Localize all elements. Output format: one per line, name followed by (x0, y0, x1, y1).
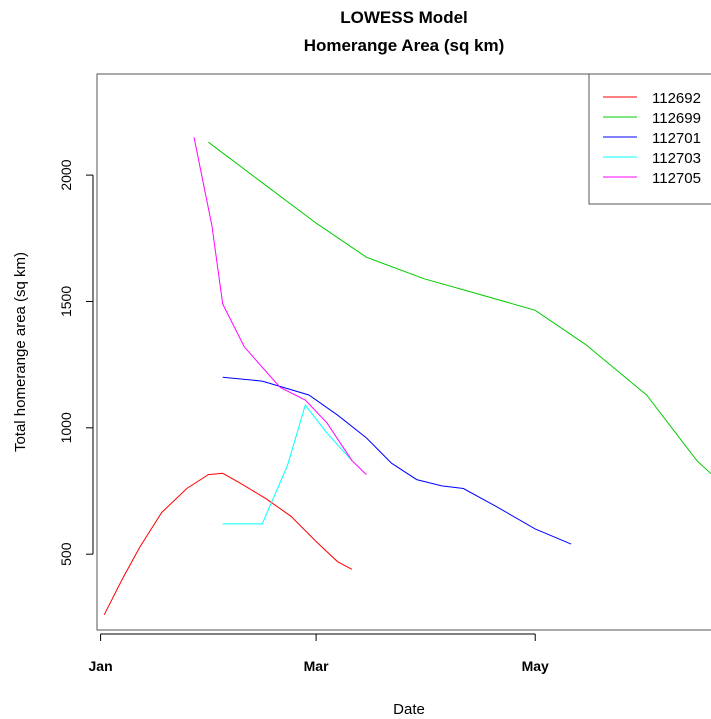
legend: 112692 112699 112701 112703 112705 (588, 73, 711, 205)
series-line-112705 (193, 137, 367, 475)
x-tick-label: May (522, 658, 549, 674)
x-axis: Jan Mar May (89, 633, 549, 674)
y-tick-label: 1000 (58, 412, 74, 443)
series-line-112699 (208, 141, 711, 475)
legend-label-112703: 112703 (652, 150, 701, 167)
chart-subtitle: Homerange Area (sq km) (304, 36, 505, 55)
legend-label-112692: 112692 (652, 90, 701, 107)
x-tick-label: Jan (89, 658, 113, 674)
y-axis-label: Total homerange area (sq km) (12, 252, 29, 452)
legend-label-112699: 112699 (652, 110, 701, 127)
y-axis: 500 1000 1500 2000 (58, 159, 94, 566)
series-layer (103, 137, 711, 616)
x-tick-label: Mar (304, 658, 329, 674)
y-tick-label: 2000 (58, 159, 74, 190)
legend-box (588, 73, 711, 205)
series-line-112701 (222, 376, 572, 545)
x-axis-label: Date (393, 701, 425, 718)
series-line-112692 (103, 472, 353, 616)
y-tick-label: 1500 (58, 286, 74, 317)
chart-title: LOWESS Model (340, 8, 468, 27)
y-tick-label: 500 (58, 542, 74, 566)
series-line-112703 (222, 404, 353, 525)
legend-label-112705: 112705 (652, 170, 701, 187)
plot-frame (96, 73, 711, 631)
legend-label-112701: 112701 (652, 130, 701, 147)
